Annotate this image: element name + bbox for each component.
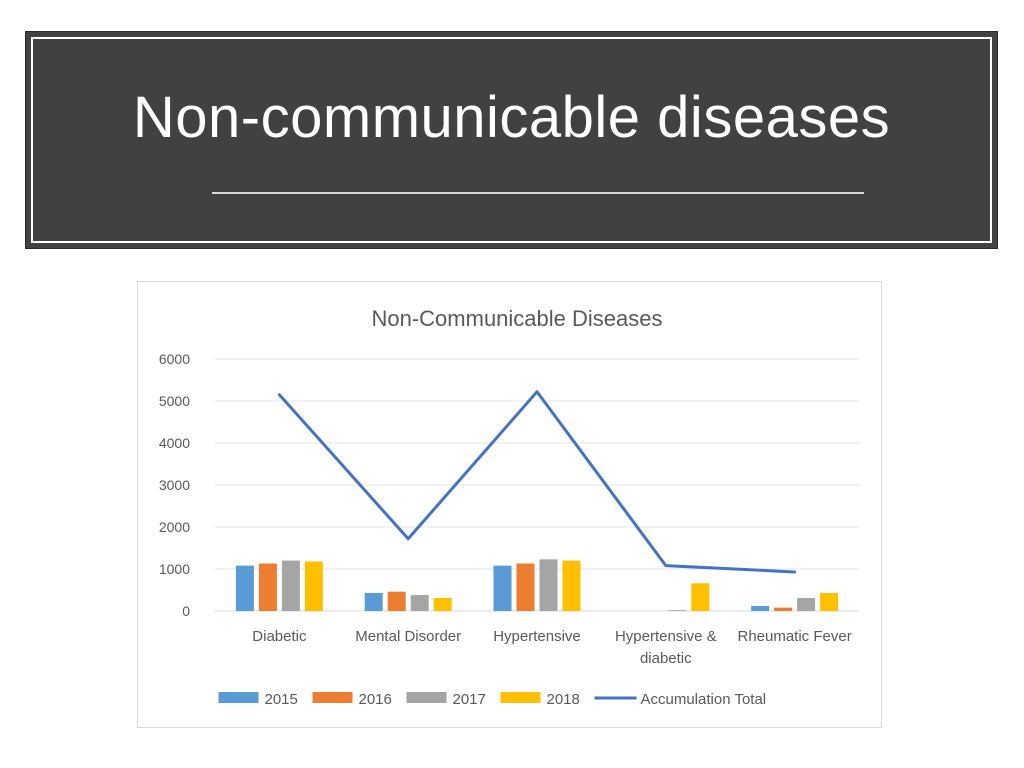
bar bbox=[364, 592, 383, 611]
bar bbox=[751, 605, 770, 611]
chart-frame: Non-Communicable Diseases 0 1000 2000 3000 40… bbox=[137, 281, 882, 728]
bar bbox=[387, 591, 406, 611]
x-tick-label: diabetic bbox=[640, 650, 692, 667]
legend-swatch bbox=[500, 692, 541, 703]
title-underline bbox=[212, 192, 864, 194]
bar bbox=[539, 559, 558, 611]
legend-label: 2018 bbox=[547, 691, 580, 708]
chart-title: Non-Communicable Diseases bbox=[371, 306, 662, 331]
bar bbox=[258, 563, 277, 611]
bar bbox=[493, 565, 512, 611]
bar bbox=[433, 597, 452, 611]
bar bbox=[281, 560, 300, 611]
bar bbox=[562, 560, 581, 611]
bar bbox=[516, 563, 535, 611]
y-tick-label: 0 bbox=[182, 603, 190, 619]
legend-label: 2017 bbox=[453, 691, 486, 708]
x-tick-label: Diabetic bbox=[252, 628, 307, 645]
bar bbox=[668, 610, 687, 611]
bar bbox=[691, 583, 710, 611]
x-tick-label: Rheumatic Fever bbox=[737, 628, 851, 645]
y-tick-label: 6000 bbox=[159, 351, 190, 367]
bar bbox=[235, 565, 254, 611]
bar bbox=[410, 595, 429, 611]
x-tick-label: Hypertensive & bbox=[615, 628, 717, 645]
legend-swatch bbox=[406, 692, 447, 703]
legend-label: 2015 bbox=[265, 691, 298, 708]
bar bbox=[774, 607, 793, 611]
chart: Non-Communicable Diseases 0 1000 2000 3000 40… bbox=[159, 306, 859, 708]
y-tick-label: 5000 bbox=[159, 393, 190, 409]
slide-title: Non-communicable diseases bbox=[132, 85, 891, 150]
legend-swatch bbox=[312, 692, 353, 703]
y-tick-label: 1000 bbox=[159, 561, 190, 577]
legend-label: Accumulation Total bbox=[641, 691, 767, 708]
x-tick-label: Hypertensive bbox=[493, 628, 581, 645]
bar bbox=[820, 592, 839, 611]
bar bbox=[304, 561, 323, 611]
y-tick-label: 2000 bbox=[159, 519, 190, 535]
y-tick-label: 4000 bbox=[159, 435, 190, 451]
y-tick-label: 3000 bbox=[159, 477, 190, 493]
legend-swatch bbox=[218, 692, 259, 703]
series-line bbox=[277, 390, 797, 574]
legend-label: 2016 bbox=[359, 691, 392, 708]
x-tick-label: Mental Disorder bbox=[355, 628, 461, 645]
title-inner-frame bbox=[31, 37, 992, 243]
bar bbox=[797, 597, 816, 611]
title-banner: Non-communicable diseases bbox=[25, 31, 998, 249]
